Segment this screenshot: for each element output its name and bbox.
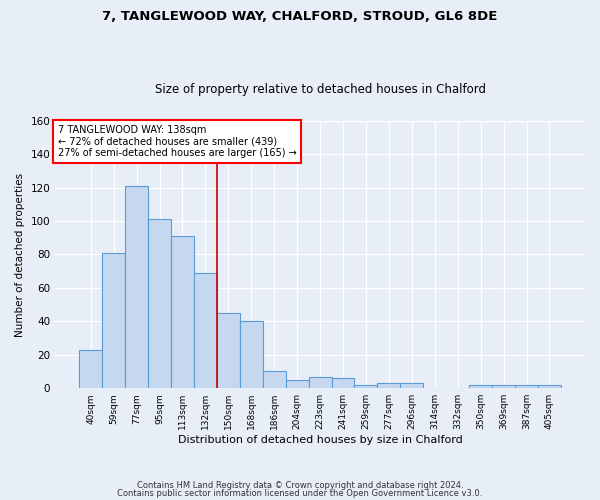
Text: 7 TANGLEWOOD WAY: 138sqm
← 72% of detached houses are smaller (439)
27% of semi-: 7 TANGLEWOOD WAY: 138sqm ← 72% of detach…	[58, 125, 296, 158]
Bar	[308, 376, 332, 388]
Bar	[515, 385, 538, 388]
Bar	[79, 350, 102, 388]
Text: Contains HM Land Registry data © Crown copyright and database right 2024.: Contains HM Land Registry data © Crown c…	[137, 481, 463, 490]
Bar	[469, 385, 492, 388]
Bar	[171, 236, 194, 388]
Bar	[355, 385, 377, 388]
Bar	[538, 385, 561, 388]
Bar	[194, 273, 217, 388]
Bar	[286, 380, 308, 388]
Text: Contains public sector information licensed under the Open Government Licence v3: Contains public sector information licen…	[118, 488, 482, 498]
X-axis label: Distribution of detached houses by size in Chalford: Distribution of detached houses by size …	[178, 435, 463, 445]
Bar	[492, 385, 515, 388]
Y-axis label: Number of detached properties: Number of detached properties	[15, 172, 25, 336]
Bar	[217, 313, 240, 388]
Bar	[377, 383, 400, 388]
Bar	[332, 378, 355, 388]
Bar	[102, 253, 125, 388]
Bar	[148, 220, 171, 388]
Title: Size of property relative to detached houses in Chalford: Size of property relative to detached ho…	[155, 83, 485, 96]
Bar	[125, 186, 148, 388]
Bar	[263, 372, 286, 388]
Bar	[240, 322, 263, 388]
Bar	[400, 383, 423, 388]
Text: 7, TANGLEWOOD WAY, CHALFORD, STROUD, GL6 8DE: 7, TANGLEWOOD WAY, CHALFORD, STROUD, GL6…	[103, 10, 497, 23]
